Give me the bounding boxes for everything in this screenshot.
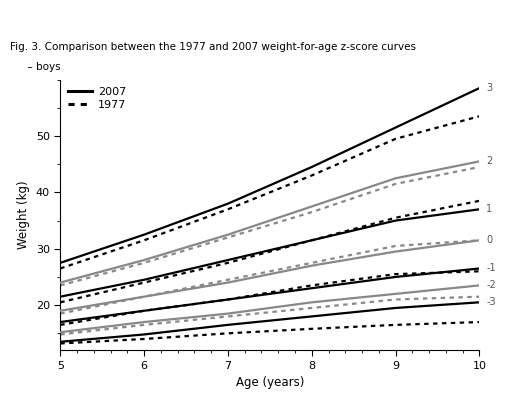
Text: -3: -3 [486,297,496,307]
Text: 0: 0 [486,235,492,245]
X-axis label: Age (years): Age (years) [236,376,304,389]
Text: 2: 2 [486,156,493,166]
Text: -1: -1 [486,263,496,273]
Y-axis label: Weight (kg): Weight (kg) [17,181,30,249]
Text: -2: -2 [486,281,496,291]
Text: 1: 1 [486,204,492,214]
Text: Fig. 3. Comparison between the 1977 and 2007 weight-for-age z-score curves: Fig. 3. Comparison between the 1977 and … [10,42,417,52]
Text: 3: 3 [486,83,492,93]
Text: – boys: – boys [21,62,61,72]
Legend: 2007, 1977: 2007, 1977 [66,85,128,112]
